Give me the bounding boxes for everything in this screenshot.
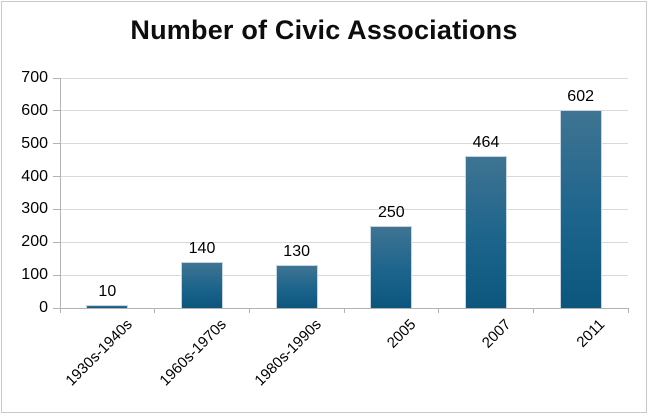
x-axis-tick xyxy=(248,308,250,313)
x-axis-tick xyxy=(154,308,156,313)
y-axis-tick xyxy=(53,241,60,243)
bar xyxy=(275,265,318,308)
y-axis-tick xyxy=(53,77,60,79)
y-axis-tick xyxy=(53,110,60,112)
gridline xyxy=(60,176,628,178)
x-axis-tick xyxy=(627,308,629,313)
x-axis-tick xyxy=(59,308,61,313)
gridline xyxy=(60,77,628,79)
gridline xyxy=(60,208,628,210)
gridline xyxy=(60,110,628,112)
y-axis-label: 100 xyxy=(21,266,48,284)
x-axis-label: 2005 xyxy=(383,316,420,352)
gridline xyxy=(60,241,628,243)
y-axis-label: 300 xyxy=(21,200,48,218)
bar xyxy=(465,155,507,308)
bar-value-label: 250 xyxy=(377,203,405,221)
y-axis-label: 0 xyxy=(39,299,48,316)
x-axis-label: 1930s-1940s xyxy=(62,316,136,390)
y-axis-tick xyxy=(53,176,60,178)
chart-frame: Number of Civic Associations 0 100 200 300 4… xyxy=(1,1,647,413)
y-axis-label: 600 xyxy=(21,101,48,119)
y-axis-label: 200 xyxy=(21,233,48,251)
gridline xyxy=(60,274,628,276)
y-axis-line xyxy=(60,78,61,313)
bar-value-label: 464 xyxy=(472,133,500,151)
x-axis-label: 1960s-1970s xyxy=(156,316,231,390)
x-axis-label: 2011 xyxy=(573,316,609,351)
bar xyxy=(559,110,602,308)
chart-title: Number of Civic Associations xyxy=(130,15,518,45)
y-axis-tick xyxy=(53,307,60,309)
x-axis-tick xyxy=(343,308,345,313)
x-axis-tick xyxy=(532,308,534,313)
y-axis-label: 500 xyxy=(21,134,48,152)
x-axis-label: 2007 xyxy=(478,316,515,352)
x-axis-label: 1980s-1990s xyxy=(251,316,325,390)
bar-value-label: 130 xyxy=(283,243,311,261)
bar xyxy=(370,225,413,308)
x-axis-tick xyxy=(438,308,440,313)
bar-value-label: 140 xyxy=(188,240,216,257)
y-axis-tick xyxy=(53,143,60,145)
y-axis-tick xyxy=(53,274,60,276)
bar-value-label: 602 xyxy=(567,88,595,106)
y-axis-label: 700 xyxy=(21,69,48,86)
gridline xyxy=(60,143,628,145)
y-axis-tick xyxy=(53,208,60,210)
bar xyxy=(181,262,223,308)
plot-area: 0 100 200 300 400 500 600 700 10 1930s-1940s 140 19… xyxy=(2,2,646,412)
y-axis-label: 400 xyxy=(21,167,48,185)
bar xyxy=(86,304,129,308)
bar-value-label: 10 xyxy=(98,282,117,300)
